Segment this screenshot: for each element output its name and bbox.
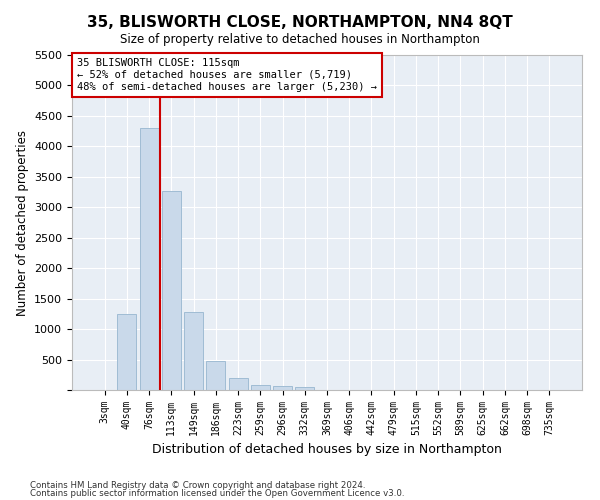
Bar: [229, 378, 248, 390]
X-axis label: Distribution of detached houses by size in Northampton: Distribution of detached houses by size …: [152, 444, 502, 456]
Bar: [184, 312, 203, 390]
Text: 35, BLISWORTH CLOSE, NORTHAMPTON, NN4 8QT: 35, BLISWORTH CLOSE, NORTHAMPTON, NN4 8Q…: [87, 15, 513, 30]
Y-axis label: Number of detached properties: Number of detached properties: [16, 130, 29, 316]
Bar: [295, 386, 314, 390]
Text: 35 BLISWORTH CLOSE: 115sqm
← 52% of detached houses are smaller (5,719)
48% of s: 35 BLISWORTH CLOSE: 115sqm ← 52% of deta…: [77, 58, 377, 92]
Bar: [118, 314, 136, 390]
Text: Size of property relative to detached houses in Northampton: Size of property relative to detached ho…: [120, 32, 480, 46]
Bar: [251, 385, 270, 390]
Bar: [273, 386, 292, 390]
Text: Contains public sector information licensed under the Open Government Licence v3: Contains public sector information licen…: [30, 489, 404, 498]
Bar: [206, 361, 225, 390]
Bar: [140, 128, 158, 390]
Bar: [162, 191, 181, 390]
Text: Contains HM Land Registry data © Crown copyright and database right 2024.: Contains HM Land Registry data © Crown c…: [30, 480, 365, 490]
